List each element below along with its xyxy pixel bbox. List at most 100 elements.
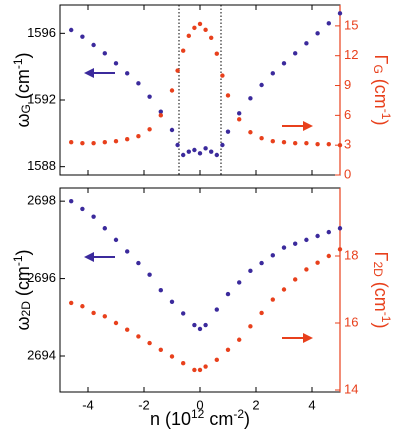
data-point	[136, 134, 141, 139]
data-point	[281, 61, 287, 66]
data-point	[192, 322, 197, 328]
axis-label-part: (cm	[13, 69, 33, 104]
data-point	[175, 142, 180, 148]
x-tick-label: 0	[196, 397, 203, 412]
data-point	[136, 334, 141, 339]
data-point	[209, 149, 214, 154]
data-point	[237, 337, 242, 342]
axis-label: n (1012 cm-2)	[150, 407, 250, 428]
data-point	[270, 297, 275, 302]
data-point	[80, 206, 85, 212]
data-point	[270, 138, 275, 144]
y2-tick-label: 0	[344, 166, 351, 181]
data-point	[293, 241, 298, 246]
data-point	[304, 41, 309, 46]
x-tick-label: -4	[82, 397, 94, 412]
data-point	[181, 152, 186, 158]
data-point	[136, 81, 141, 86]
axis-label: ω2D (cm-1)	[11, 249, 33, 330]
axis-label-part: )	[13, 249, 33, 255]
data-point	[220, 142, 225, 148]
axis-label-part: cm	[204, 409, 233, 429]
data-point	[326, 253, 331, 259]
axis-label-part: -1	[379, 312, 393, 323]
axis-label-part: (cm	[371, 74, 391, 109]
y2-tick-label: 9	[344, 77, 351, 92]
x-tick-label: -2	[138, 397, 150, 412]
data-point	[248, 96, 253, 101]
data-point	[293, 51, 298, 56]
data-point	[192, 25, 197, 31]
data-point	[158, 347, 163, 352]
data-point	[147, 272, 152, 277]
y-tick-label: 1596	[27, 25, 56, 40]
arrow-right-top	[282, 121, 313, 131]
axis-label-part: -1	[11, 255, 25, 266]
data-point	[220, 73, 225, 78]
data-point	[102, 226, 108, 231]
y-tick-label: 1592	[27, 91, 56, 106]
data-point	[113, 61, 119, 66]
data-point	[225, 291, 231, 297]
data-point	[293, 277, 298, 282]
data-point	[225, 93, 231, 98]
y-tick-label: 2694	[27, 347, 56, 362]
data-point	[147, 340, 152, 346]
axis-label-part: G	[371, 64, 385, 73]
data-point	[169, 88, 175, 93]
data-point	[326, 141, 331, 147]
y2-tick-label: 18	[344, 247, 358, 262]
data-point	[91, 42, 96, 48]
axis-label-part: -2	[233, 407, 244, 421]
axis-label-part: G	[19, 104, 33, 113]
data-point	[337, 247, 343, 252]
data-point	[315, 233, 320, 239]
y-tick-label: 2696	[27, 270, 56, 285]
axis-label-part: Γ	[371, 55, 391, 65]
data-point	[270, 71, 275, 76]
data-point	[113, 138, 119, 144]
data-point	[192, 147, 197, 153]
axis-label: ΓG (cm-1)	[371, 55, 393, 126]
data-point	[181, 311, 186, 316]
axis-label-part: -1	[11, 58, 25, 69]
data-point	[80, 34, 85, 39]
axis-label-part: ω	[13, 113, 33, 127]
y2-tick-label: 12	[344, 47, 358, 62]
data-point	[91, 310, 96, 316]
data-point	[304, 267, 309, 272]
data-point	[203, 322, 208, 328]
data-point	[181, 360, 186, 366]
data-point	[158, 113, 163, 118]
axis-label-part: 12	[191, 407, 205, 421]
data-point	[197, 367, 203, 373]
data-point	[326, 21, 331, 26]
data-point	[69, 300, 74, 306]
data-point	[337, 142, 343, 148]
plot-frame	[59, 4, 341, 176]
data-point	[192, 367, 197, 373]
y-tick-label: 2698	[27, 193, 56, 208]
axis-label-part: 2D	[19, 301, 33, 317]
axis-label: Γ2D (cm-1)	[371, 252, 393, 329]
data-point	[259, 260, 264, 266]
axis-label-part: )	[371, 322, 391, 328]
y2-tick-label: 14	[344, 381, 358, 396]
data-point	[186, 33, 191, 39]
data-point	[248, 130, 253, 135]
data-point	[270, 253, 275, 258]
data-point	[237, 111, 242, 116]
data-point	[337, 226, 343, 231]
data-point	[326, 229, 331, 235]
data-point	[203, 27, 208, 33]
data-point	[69, 139, 74, 145]
y2-tick-label: 16	[344, 314, 358, 329]
data-point	[113, 237, 119, 243]
axis-label-part: Γ	[371, 252, 391, 262]
data-point	[304, 237, 309, 243]
data-point	[69, 198, 74, 204]
x-tick-label: 4	[308, 397, 315, 412]
data-point	[214, 51, 219, 56]
data-point	[102, 139, 108, 145]
data-point	[214, 152, 219, 158]
